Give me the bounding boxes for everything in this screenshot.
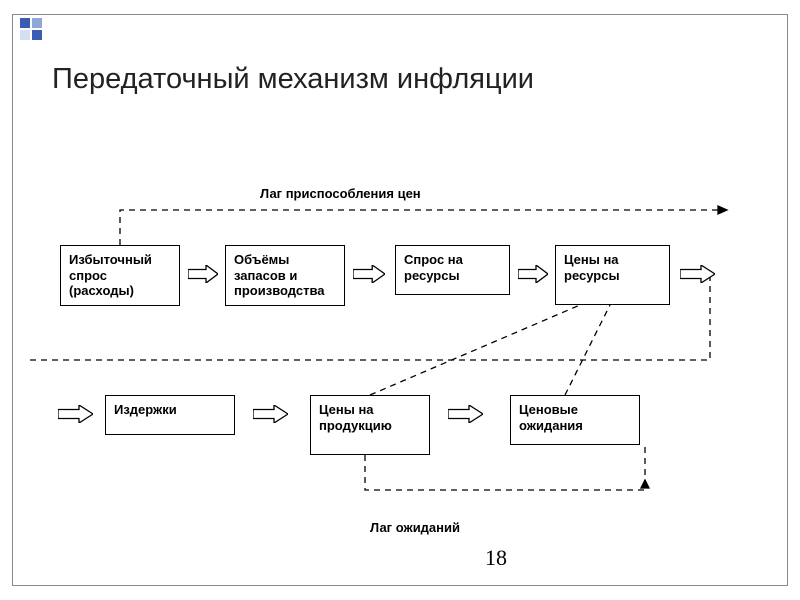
diagram: Лаг приспособления цен Лаг ожиданий Избы… xyxy=(0,0,800,600)
box-resource-prices: Цены на ресурсы xyxy=(555,245,670,305)
block-arrow xyxy=(518,265,548,283)
block-arrow xyxy=(253,405,288,423)
page-number: 18 xyxy=(485,545,507,571)
block-arrow xyxy=(680,265,715,283)
label-top: Лаг приспособления цен xyxy=(260,186,421,201)
block-arrow xyxy=(353,265,385,283)
label-bottom: Лаг ожиданий xyxy=(370,520,460,535)
box-inventories: Объёмы запасов и производства xyxy=(225,245,345,306)
box-excess-demand: Избыточный спрос (расходы) xyxy=(60,245,180,306)
block-arrow xyxy=(448,405,483,423)
box-resource-demand: Спрос на ресурсы xyxy=(395,245,510,295)
box-costs: Издержки xyxy=(105,395,235,435)
box-price-expectations: Ценовые ожидания xyxy=(510,395,640,445)
box-product-prices: Цены на продукцию xyxy=(310,395,430,455)
block-arrow xyxy=(188,265,218,283)
block-arrow xyxy=(58,405,93,423)
